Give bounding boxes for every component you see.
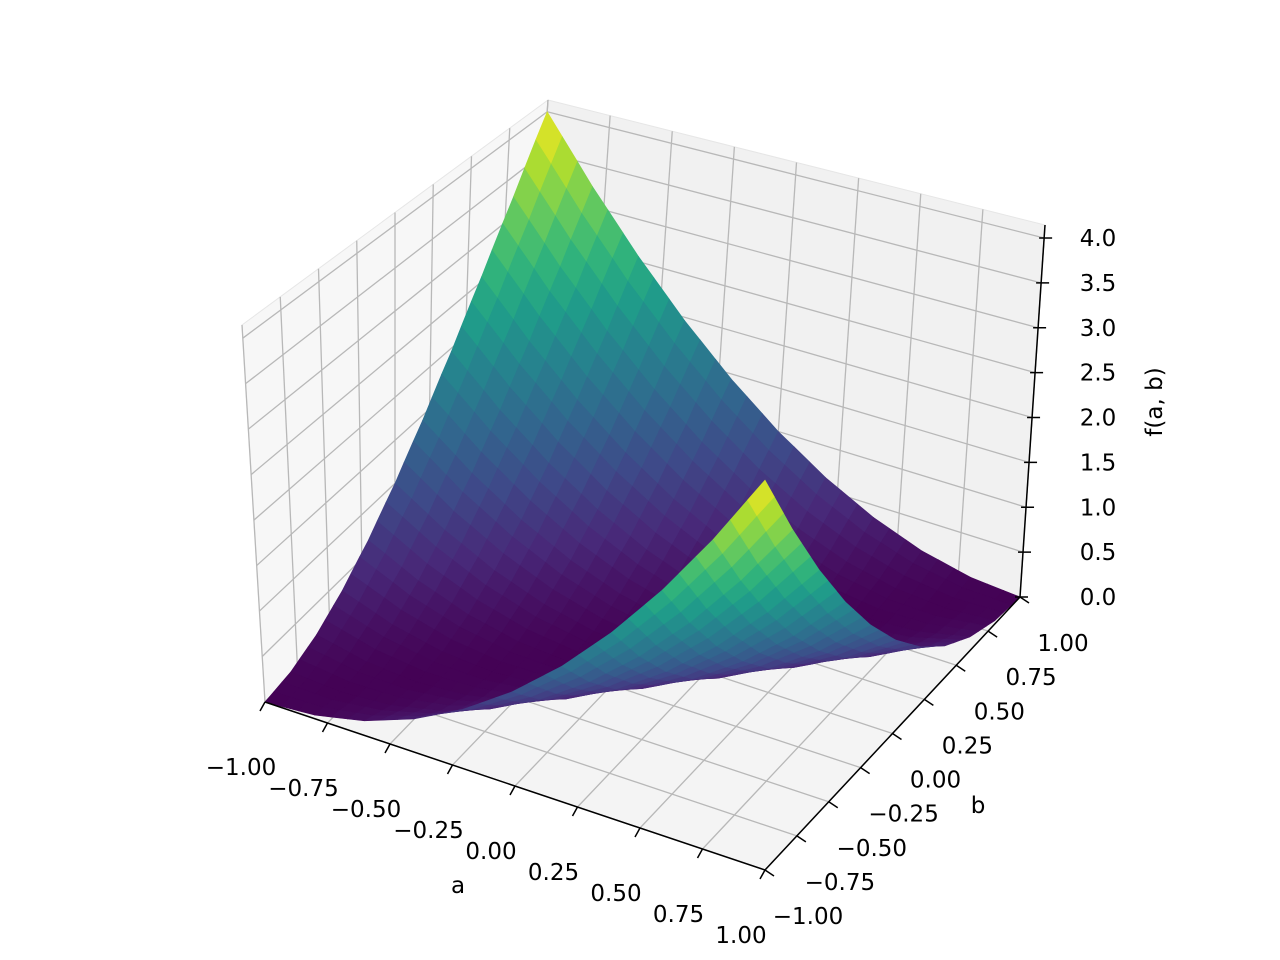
y-tick-label: −0.25 (868, 802, 938, 828)
back-grid-z (544, 151, 1042, 284)
x-tick (446, 764, 454, 775)
x-tick (696, 848, 704, 859)
y-tick-label: 1.00 (1037, 631, 1088, 657)
left-grid-b (317, 268, 331, 636)
back-grid-a (895, 193, 922, 558)
back-grid-a (833, 178, 860, 538)
x-tick (634, 827, 641, 838)
y-axis-label: b (971, 793, 986, 819)
x-tick (321, 722, 329, 733)
axes (259, 224, 1053, 880)
x-tick-label: −0.25 (393, 818, 463, 844)
y-tick-label: −0.75 (805, 870, 875, 896)
y-tick (828, 801, 839, 809)
left-grid-b (279, 296, 299, 669)
x-tick-label: −0.50 (331, 797, 401, 823)
tick-labels: −1.00−1.00−0.75−0.75−0.50−0.50−0.25−0.25… (206, 226, 1117, 949)
back-grid-z (547, 111, 1045, 239)
left-grid-z (245, 151, 545, 385)
x-tick (571, 806, 579, 817)
y-tick (860, 767, 871, 775)
z-tick-label: 3.5 (1080, 271, 1117, 297)
y-tick (1019, 596, 1030, 604)
z-tick-label: 4.0 (1080, 226, 1117, 252)
back-grid-z (541, 192, 1039, 329)
x-tick (259, 701, 266, 712)
z-tick-label: 1.5 (1080, 450, 1117, 476)
y-tick (955, 664, 966, 672)
y-tick (764, 869, 775, 877)
z-axis-label: f(a, b) (1142, 367, 1168, 436)
x-tick (509, 785, 516, 796)
x-tick-label: 0.25 (528, 860, 579, 886)
z-axis-line (1019, 224, 1046, 598)
x-tick-label: 0.75 (653, 902, 704, 928)
x-axis-label: a (451, 873, 465, 899)
left-grid-b (356, 240, 364, 603)
surface-patch (747, 479, 775, 517)
y-tick-label: 0.50 (974, 699, 1025, 725)
x-tick-label: 0.00 (465, 839, 516, 865)
z-tick-label: 2.5 (1080, 361, 1117, 387)
z-tick-label: 1.0 (1080, 495, 1117, 521)
left-grid-b (241, 324, 266, 703)
y-tick (923, 698, 934, 706)
y-tick-label: −0.50 (837, 836, 907, 862)
x-tick (759, 869, 766, 880)
y-tick-label: 0.75 (1005, 665, 1056, 691)
y-tick (796, 835, 807, 843)
y-tick-label: 0.00 (910, 768, 961, 794)
y-tick-label: −1.00 (773, 904, 843, 930)
y-tick (892, 732, 902, 741)
x-tick-label: 1.00 (715, 923, 766, 949)
y-tick (987, 630, 998, 638)
z-tick-label: 0.5 (1080, 540, 1117, 566)
left-grid-z (242, 111, 548, 339)
back-grid-a (957, 209, 984, 578)
left-grid-z (247, 192, 543, 430)
y-tick-label: 0.25 (942, 733, 993, 759)
x-tick-label: −0.75 (268, 776, 338, 802)
x-tick-label: −1.00 (206, 755, 276, 781)
surface (264, 111, 1021, 722)
z-tick-label: 2.0 (1080, 406, 1117, 432)
x-tick (384, 743, 391, 754)
z-tick-label: 3.0 (1080, 316, 1117, 342)
x-tick-label: 0.50 (590, 881, 641, 907)
z-tick-label: 0.0 (1080, 585, 1117, 611)
